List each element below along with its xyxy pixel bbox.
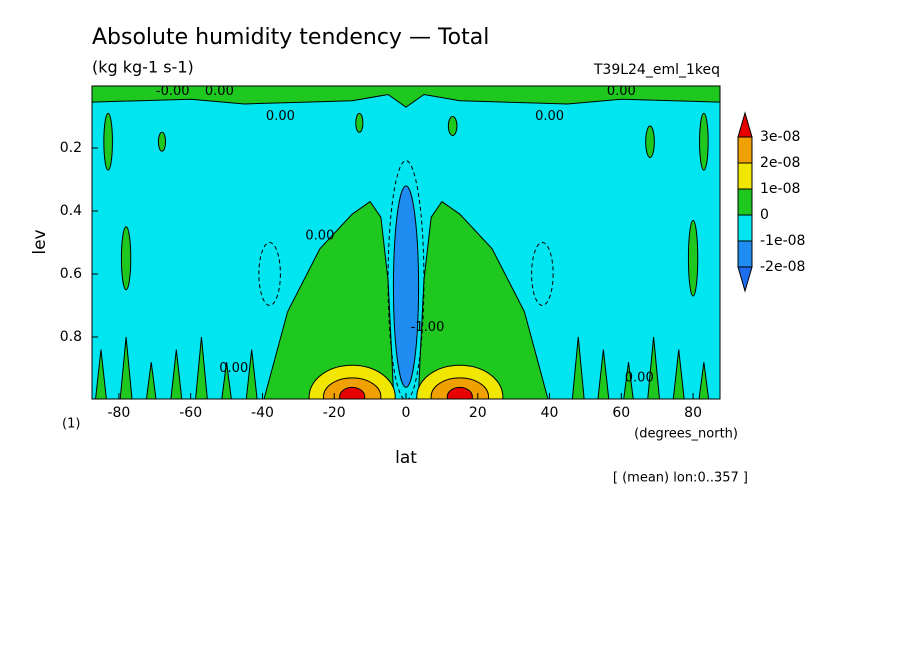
y-tick-label: 0.4 xyxy=(60,203,82,219)
contour-fill xyxy=(120,226,132,291)
contour-fill xyxy=(119,336,133,399)
colorbar-label: 1e-08 xyxy=(760,181,800,197)
contour-label: -0.00 xyxy=(156,84,190,99)
contour-fill xyxy=(95,349,107,399)
contour-fill xyxy=(355,112,364,133)
subtitle: (kg kg-1 s-1) xyxy=(92,58,194,77)
colorbar-label: -1e-08 xyxy=(760,233,805,249)
colorbar-label: 2e-08 xyxy=(760,155,800,171)
contour-fill xyxy=(92,86,720,108)
x-tick-label: -80 xyxy=(107,405,130,421)
x-tick-label: 20 xyxy=(469,405,487,421)
y-tick-label: 0.8 xyxy=(60,329,82,345)
x-axis-label: lat xyxy=(395,448,417,468)
contour-fill xyxy=(571,336,585,399)
colorbar-cell xyxy=(737,240,753,268)
contour-fill xyxy=(145,362,157,399)
colorbar-cell xyxy=(737,111,753,138)
contour-fill xyxy=(447,116,458,136)
x-tick-label: -60 xyxy=(179,405,202,421)
colorbar-cell xyxy=(737,188,753,216)
colorbar-label: 3e-08 xyxy=(760,129,800,145)
chart-title: Absolute humidity tendency — Total xyxy=(92,25,489,50)
contour-fill xyxy=(392,185,420,388)
note: [ (mean) lon:0..357 ] xyxy=(613,471,748,486)
contour-label: 0.00 xyxy=(266,109,295,124)
contour-fill xyxy=(387,160,425,399)
colorbar-cell xyxy=(737,162,753,190)
y-tick-label: 0.2 xyxy=(60,140,82,156)
contour-fill xyxy=(195,336,208,399)
run-label: T39L24_eml_1keq xyxy=(593,62,720,78)
contour-fill xyxy=(597,349,610,399)
contour-fill xyxy=(339,386,366,399)
x-tick-label: 0 xyxy=(402,405,411,421)
contour-fill xyxy=(531,241,554,306)
x-units: (degrees_north) xyxy=(634,427,738,442)
colorbar-cell xyxy=(737,214,753,242)
contour-fill xyxy=(647,336,661,399)
contour-label: 0.00 xyxy=(219,361,248,376)
contour-fill xyxy=(157,131,167,152)
panel-label: (1) xyxy=(62,417,80,432)
contour-fill xyxy=(645,125,655,158)
x-tick-label: 60 xyxy=(612,405,630,421)
x-tick-label: 80 xyxy=(684,405,702,421)
y-tick-label: 0.6 xyxy=(60,266,82,282)
contour-fill xyxy=(699,112,709,171)
contour-field: 0.00 0.00 0.00 0.00 0.00 0.00 0.00 -0.00 -1.00 xyxy=(92,84,720,399)
contour-fill xyxy=(698,362,710,399)
x-tick-label: -40 xyxy=(251,405,274,421)
contour-fill xyxy=(623,362,634,399)
contour-label: -1.00 xyxy=(411,320,445,335)
contour-fill xyxy=(672,349,685,399)
colorbar-cell xyxy=(737,136,753,164)
contour-fill xyxy=(221,362,232,399)
y-axis-label: lev xyxy=(30,229,50,254)
contour-fill xyxy=(687,219,699,297)
contour-fill xyxy=(245,349,258,399)
colorbar-label: 0 xyxy=(760,207,769,223)
contour-label: 0.00 xyxy=(607,84,636,99)
contour-label: 0.00 xyxy=(305,229,334,244)
contour-fill xyxy=(258,241,281,306)
contour-label: 0.00 xyxy=(625,370,654,385)
contour-fill xyxy=(446,386,473,399)
contour-label: 0.00 xyxy=(535,109,564,124)
x-tick-label: -20 xyxy=(323,405,346,421)
x-tick-label: 40 xyxy=(541,405,559,421)
contour-fill xyxy=(103,112,113,171)
contour-label: 0.00 xyxy=(205,84,234,99)
contour-fill xyxy=(170,349,183,399)
colorbar-label: -2e-08 xyxy=(760,259,805,275)
colorbar-cell xyxy=(737,266,753,293)
